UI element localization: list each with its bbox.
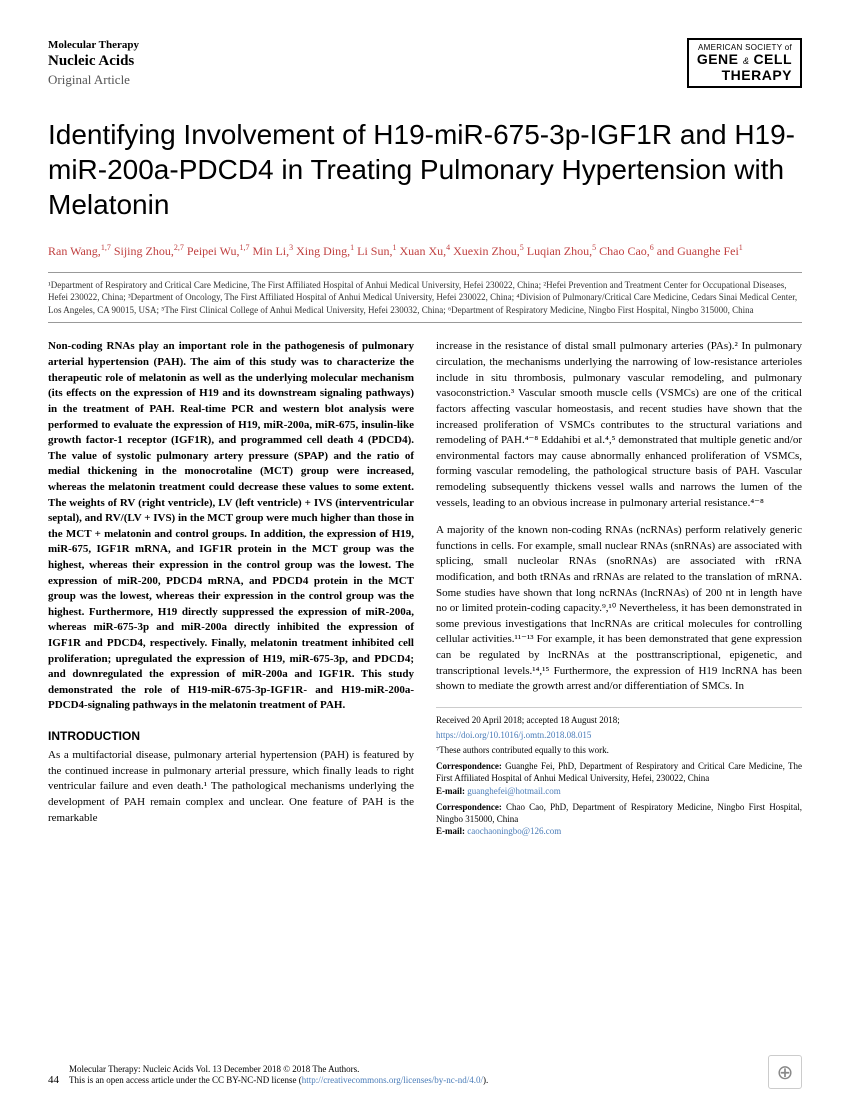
crossmark-icon[interactable]: ⊕ bbox=[768, 1055, 802, 1089]
corr1-email[interactable]: guanghefei@hotmail.com bbox=[465, 786, 561, 796]
intro-heading: INTRODUCTION bbox=[48, 728, 414, 745]
corr2-label: Correspondence: bbox=[436, 802, 502, 812]
author-list: Ran Wang,1,7 Sijing Zhou,2,7 Peipei Wu,1… bbox=[48, 242, 802, 260]
correspondence-box: Received 20 April 2018; accepted 18 Augu… bbox=[436, 707, 802, 837]
content-columns: Non-coding RNAs play an important role i… bbox=[48, 339, 802, 837]
corr2-email-label: E-mail: bbox=[436, 826, 465, 836]
article-type: Original Article bbox=[48, 72, 139, 89]
corr2-email[interactable]: caochaoningbo@126.com bbox=[465, 826, 561, 836]
society-gene: GENE bbox=[697, 51, 739, 67]
abstract: Non-coding RNAs play an important role i… bbox=[48, 339, 414, 714]
license-link[interactable]: http://creativecommons.org/licenses/by-n… bbox=[302, 1075, 483, 1085]
society-amp: & bbox=[743, 56, 749, 66]
doi-link[interactable]: https://doi.org/10.1016/j.omtn.2018.08.0… bbox=[436, 730, 591, 740]
footer-line-1: Molecular Therapy: Nucleic Acids Vol. 13… bbox=[69, 1064, 488, 1076]
page-header: Molecular Therapy Nucleic Acids Original… bbox=[48, 38, 802, 89]
body-paragraph-2: A majority of the known non-coding RNAs … bbox=[436, 523, 802, 695]
society-therapy: THERAPY bbox=[697, 68, 792, 82]
corr1-label: Correspondence: bbox=[436, 761, 502, 771]
right-column: increase in the resistance of distal sma… bbox=[436, 339, 802, 837]
article-title: Identifying Involvement of H19-miR-675-3… bbox=[48, 117, 802, 222]
left-column: Non-coding RNAs play an important role i… bbox=[48, 339, 414, 837]
corr1-email-label: E-mail: bbox=[436, 786, 465, 796]
footer-text: Molecular Therapy: Nucleic Acids Vol. 13… bbox=[69, 1064, 488, 1087]
journal-info: Molecular Therapy Nucleic Acids Original… bbox=[48, 38, 139, 89]
page-number: 44 bbox=[48, 1073, 59, 1087]
body-paragraph-1: increase in the resistance of distal sma… bbox=[436, 339, 802, 511]
footer-line-2a: This is an open access article under the… bbox=[69, 1075, 302, 1085]
society-cell: CELL bbox=[753, 51, 792, 67]
page-footer: 44 Molecular Therapy: Nucleic Acids Vol.… bbox=[48, 1064, 802, 1087]
society-logo: AMERICAN SOCIETY of GENE & CELL THERAPY bbox=[687, 38, 802, 88]
intro-paragraph-1: As a multifactorial disease, pulmonary a… bbox=[48, 748, 414, 826]
received-date: Received 20 April 2018; accepted 18 Augu… bbox=[436, 714, 802, 726]
journal-top-line: Molecular Therapy bbox=[48, 38, 139, 52]
footer-line-2c: ). bbox=[483, 1075, 488, 1085]
journal-main-line: Nucleic Acids bbox=[48, 52, 139, 72]
equal-contrib: ⁷These authors contributed equally to th… bbox=[436, 744, 802, 756]
affiliations: ¹Department of Respiratory and Critical … bbox=[48, 272, 802, 324]
